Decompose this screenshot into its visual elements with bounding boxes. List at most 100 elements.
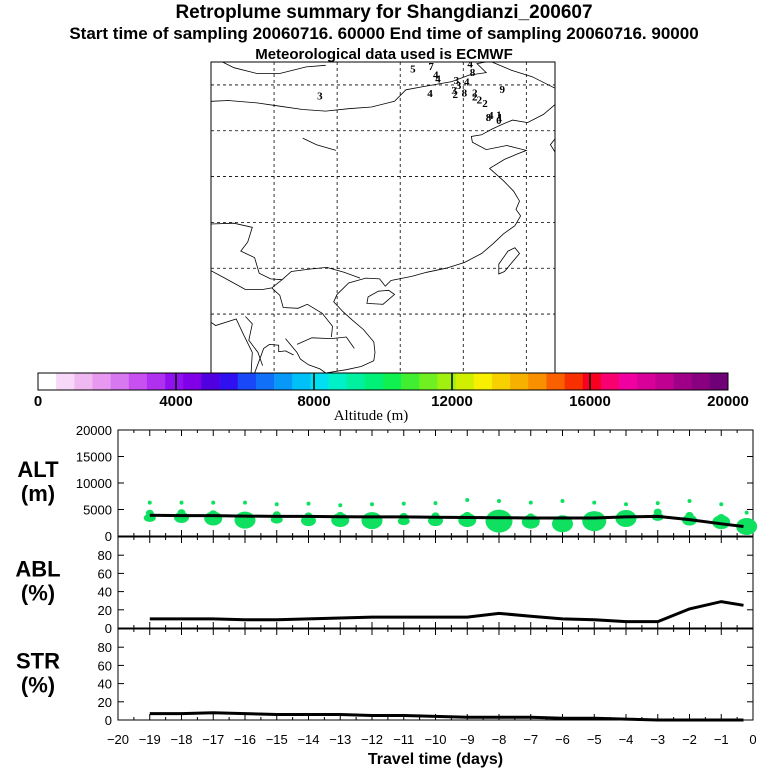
colorbar-swatch (237, 373, 257, 390)
y-tick-label: 10000 (76, 476, 112, 491)
plume-label: 4 (467, 59, 473, 71)
panel-unit: (m) (21, 481, 55, 506)
x-tick-label: −10 (424, 732, 446, 747)
colorbar-swatch (56, 373, 75, 390)
colorbar-tick-label: 12000 (431, 393, 473, 410)
alt-cluster-top (274, 502, 279, 507)
x-tick-label: −20 (107, 732, 129, 747)
plume-label: 2 (477, 95, 483, 107)
colorbar-swatch (637, 373, 656, 390)
colorbar-swatch (74, 373, 93, 390)
alt-cluster (615, 510, 637, 528)
plume-label: 2 (452, 89, 458, 101)
colorbar-swatch (383, 373, 402, 390)
y-tick-label: 60 (98, 658, 112, 673)
x-tick-label: −17 (202, 732, 224, 747)
colorbar-swatch (110, 373, 130, 390)
met-data-note: Meteorological data used is ECMWF (255, 46, 513, 63)
alt-cluster-top (497, 499, 501, 504)
x-tick-label: −5 (587, 732, 602, 747)
str-frame (117, 628, 754, 721)
x-tick-label: −6 (555, 732, 570, 747)
plume-label: 8 (486, 112, 492, 124)
x-tick-label: −18 (170, 732, 192, 747)
alt-cluster-top (401, 501, 406, 506)
x-tick-label: 0 (749, 732, 756, 747)
map-frame (210, 61, 556, 374)
y-tick-label: 80 (98, 548, 112, 563)
northeast-border (491, 62, 555, 89)
hainan-island (366, 289, 396, 305)
x-tick-label: −2 (682, 732, 697, 747)
colorbar-swatch (128, 373, 148, 390)
alt-cluster-top (465, 497, 470, 502)
mongolia-china-border (211, 62, 488, 112)
colorbar-swatch (655, 373, 674, 390)
y-tick-label: 60 (98, 566, 112, 581)
alt-cluster-top (624, 502, 628, 507)
y-tick-label: 15000 (76, 450, 112, 465)
colorbar-frame (37, 372, 729, 391)
alt-cluster-top (370, 502, 374, 507)
colorbar-swatch (401, 373, 420, 390)
x-tick-label: −14 (297, 732, 319, 747)
panel-unit: (%) (21, 673, 55, 698)
colorbar-swatch (673, 373, 692, 390)
colorbar-swatch (546, 373, 565, 390)
colorbar-swatch (255, 373, 275, 390)
x-axis-label: Travel time (days) (368, 751, 503, 768)
colorbar-swatch (364, 373, 384, 390)
y-tick-label: 0 (105, 621, 112, 636)
alt-cluster (717, 513, 726, 521)
plume-label: 1 (497, 112, 503, 124)
alt-cluster-top (211, 500, 216, 505)
myanmar-thai-laos-border (211, 270, 283, 290)
altitude-colorbar: 0 4000 8000 12000 16000 20000 Altitude (m) (34, 372, 749, 424)
alt-cluster-top (687, 499, 692, 504)
panel-label: ALT (17, 457, 59, 482)
plume-label: 3 (454, 75, 460, 87)
alt-cluster-top (243, 500, 247, 505)
alt-cluster (552, 515, 573, 533)
y-tick-label: 40 (98, 677, 112, 692)
str-line (149, 711, 744, 722)
plume-label: 5 (410, 64, 416, 76)
colorbar-swatch (328, 373, 347, 390)
chart-title: Retroplume summary for Shangdianzi_20060… (175, 2, 593, 23)
abl-frame (117, 536, 754, 629)
laos-thailand-border (271, 287, 333, 338)
plume-label: 2 (472, 91, 478, 103)
inland-line (302, 137, 337, 151)
colorbar-swatch (201, 373, 220, 390)
alt-cluster (736, 517, 758, 535)
colorbar-swatch (346, 373, 366, 390)
panel-label: ABL (15, 557, 60, 582)
plume-label: 3 (451, 85, 457, 97)
x-tick-label: −12 (361, 732, 383, 747)
alt-cluster-top (147, 500, 152, 505)
alt-cluster-top (528, 500, 533, 505)
panel-unit: (%) (21, 581, 55, 606)
plume-label: 8 (462, 87, 468, 99)
x-tick-label: −15 (266, 732, 288, 747)
plume-label: 8 (470, 67, 476, 79)
x-tick-label: −13 (329, 732, 351, 747)
colorbar-swatch (600, 373, 620, 390)
alt-panel: 0 5000 10000 15000 20000 ALT(m) (17, 423, 758, 544)
y-tick-label: 80 (98, 640, 112, 655)
plume-label: 3 (317, 91, 323, 103)
colorbar-swatch (564, 373, 584, 390)
colorbar-swatch (491, 373, 511, 390)
alt-cluster (582, 511, 607, 532)
alt-cluster (685, 511, 694, 519)
colorbar-swatch (219, 373, 239, 390)
plume-label: 4 (433, 69, 439, 81)
colorbar-tick-label: 4000 (159, 393, 192, 410)
colorbar-swatch (455, 373, 475, 390)
alt-cluster-top (560, 499, 565, 504)
plume-label: 7 (428, 61, 434, 73)
panel-label: STR (16, 649, 60, 674)
x-tick-label: −1 (714, 732, 729, 747)
